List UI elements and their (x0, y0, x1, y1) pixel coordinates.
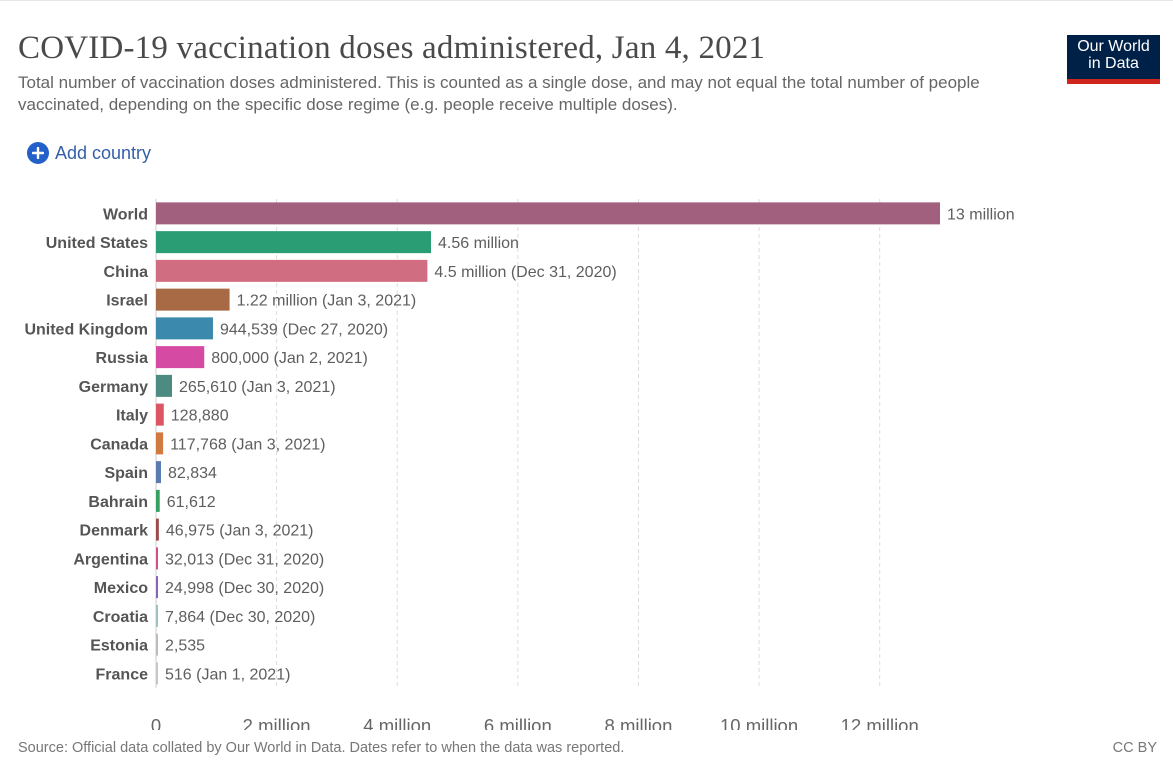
bar-category-label[interactable]: Mexico (94, 580, 148, 597)
bar-category-label[interactable]: Russia (96, 350, 149, 367)
bar-value-label: 4.56 million (438, 235, 519, 252)
bar[interactable] (156, 231, 432, 254)
chart-subtitle: Total number of vaccination doses admini… (18, 73, 980, 114)
bar[interactable] (156, 604, 158, 627)
x-tick-label: 0 (151, 715, 161, 730)
bar-category-label[interactable]: China (104, 264, 149, 281)
bar-category-label[interactable]: United Kingdom (24, 321, 148, 338)
x-axis: 0 2 million 4 million 6 million 8 million 10 … (151, 715, 919, 730)
bar-value-label: 117,768 (Jan 3, 2021) (170, 436, 325, 453)
logo-line-1: Our World (1077, 38, 1150, 55)
bar[interactable] (156, 432, 164, 455)
x-tick-label: 4 million (363, 715, 431, 730)
logo-accent-bar (1067, 79, 1160, 84)
chart-title: COVID-19 vaccination doses administered,… (18, 30, 766, 66)
bar[interactable] (156, 662, 158, 685)
bar-value-label: 32,013 (Dec 31, 2020) (165, 551, 324, 568)
add-country-label: Add country (55, 142, 152, 163)
bars: World 13 million United States 4.56 million… (24, 202, 1015, 685)
bar-value-label: 24,998 (Dec 30, 2020) (165, 580, 324, 597)
bar-category-label[interactable]: Israel (106, 293, 148, 310)
bar-category-label[interactable]: France (96, 666, 149, 683)
owid-logo[interactable]: Our World in Data (1067, 35, 1160, 84)
bar-category-label[interactable]: Estonia (90, 638, 148, 655)
bar[interactable] (156, 489, 160, 512)
bar[interactable] (156, 202, 940, 225)
bar[interactable] (156, 518, 159, 541)
bar[interactable] (156, 317, 213, 340)
source-note: Source: Official data collated by Our Wo… (18, 740, 625, 756)
bar-value-label: 800,000 (Jan 2, 2021) (211, 350, 368, 367)
bar-chart: World 13 million United States 4.56 million… (24, 199, 1015, 730)
bar-value-label: 82,834 (168, 465, 217, 482)
bar-category-label[interactable]: Canada (90, 436, 148, 453)
x-tick-label: 10 million (720, 715, 798, 730)
bar-value-label: 46,975 (Jan 3, 2021) (166, 523, 314, 540)
bar[interactable] (156, 259, 428, 282)
bar-category-label[interactable]: World (103, 206, 148, 223)
bar-category-label[interactable]: Denmark (80, 523, 149, 540)
bar[interactable] (156, 547, 158, 570)
bar-category-label[interactable]: Argentina (73, 551, 148, 568)
bar-value-label: 13 million (947, 206, 1015, 223)
x-tick-label: 2 million (243, 715, 311, 730)
bar-value-label: 4.5 million (Dec 31, 2020) (434, 264, 616, 281)
bar[interactable] (156, 633, 158, 656)
bar-category-label[interactable]: Germany (79, 379, 148, 396)
bar-value-label: 7,864 (Dec 30, 2020) (165, 609, 315, 626)
bar[interactable] (156, 403, 164, 426)
bar-value-label: 1.22 million (Jan 3, 2021) (237, 293, 417, 310)
bar-category-label[interactable]: Bahrain (88, 494, 148, 511)
bar-value-label: 944,539 (Dec 27, 2020) (220, 321, 388, 338)
bar-value-label: 265,610 (Jan 3, 2021) (179, 379, 336, 396)
bar-value-label: 516 (Jan 1, 2021) (165, 666, 290, 683)
bar-value-label: 2,535 (165, 638, 205, 655)
bar-category-label[interactable]: Croatia (93, 609, 148, 626)
top-border (0, 0, 1173, 7)
bar-category-label[interactable]: Spain (104, 465, 148, 482)
bar[interactable] (156, 346, 205, 369)
bar[interactable] (156, 288, 230, 311)
add-country-button[interactable]: Add country (27, 142, 151, 164)
bar[interactable] (156, 576, 158, 599)
bar-value-label: 128,880 (171, 408, 229, 425)
plus-circle-icon (27, 142, 49, 164)
x-tick-label: 8 million (605, 715, 673, 730)
bar[interactable] (156, 374, 173, 397)
logo-line-2: in Data (1088, 55, 1139, 72)
bar-category-label[interactable]: Italy (116, 408, 148, 425)
x-tick-label: 6 million (484, 715, 552, 730)
bar-value-label: 61,612 (167, 494, 216, 511)
bar[interactable] (156, 461, 161, 484)
x-tick-label: 12 million (841, 715, 919, 730)
license-link[interactable]: CC BY (1112, 740, 1157, 756)
bar-category-label[interactable]: United States (46, 235, 148, 252)
